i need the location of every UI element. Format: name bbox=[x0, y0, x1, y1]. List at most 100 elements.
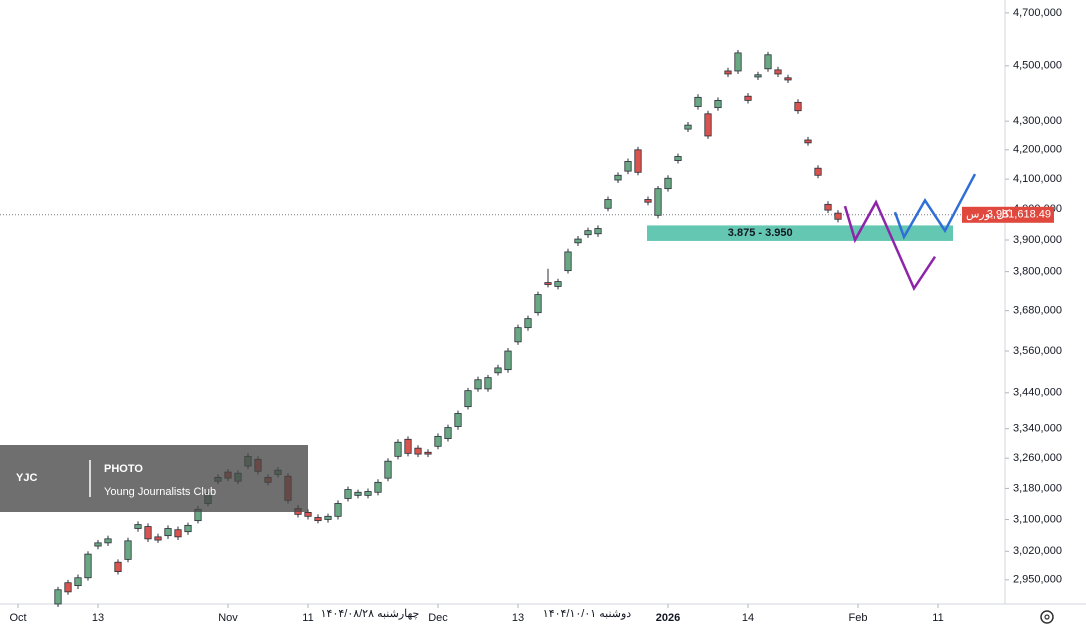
x-tick-label: Feb bbox=[849, 612, 868, 624]
y-tick-label: 3,560,000 bbox=[1013, 345, 1062, 357]
support-zone bbox=[647, 225, 953, 241]
settings-icon[interactable] bbox=[1040, 610, 1054, 624]
watermark-bg bbox=[0, 445, 308, 512]
candle-body bbox=[334, 503, 342, 517]
candle-body bbox=[74, 577, 82, 587]
y-tick-label: 3,900,000 bbox=[1013, 234, 1062, 246]
candle-body bbox=[624, 161, 632, 172]
candle-body bbox=[554, 281, 562, 287]
candle-body bbox=[524, 318, 532, 329]
candle-body bbox=[494, 367, 502, 374]
candle-body bbox=[434, 435, 442, 447]
candle-body bbox=[344, 489, 352, 499]
projection-line bbox=[843, 199, 937, 291]
candle-body bbox=[514, 327, 522, 343]
candle-body bbox=[614, 174, 622, 181]
y-tick-label: 4,200,000 bbox=[1013, 144, 1062, 156]
date-marker-bg bbox=[316, 606, 424, 622]
last-price-tag bbox=[962, 206, 1054, 223]
y-tick-label: 4,100,000 bbox=[1013, 173, 1062, 185]
x-tick-label: Oct bbox=[9, 612, 26, 624]
candle-body bbox=[124, 540, 132, 560]
y-tick-label: 3,440,000 bbox=[1013, 387, 1062, 399]
candle-body bbox=[54, 589, 62, 605]
candle-body bbox=[634, 149, 642, 173]
candle-body bbox=[664, 177, 672, 190]
candle-body bbox=[654, 188, 662, 216]
candle-body bbox=[414, 447, 422, 455]
watermark-brand: YJC bbox=[16, 472, 37, 484]
date-marker-label: چهارشنبه ۱۴۰۴/۰۸/۲۸ bbox=[321, 608, 420, 620]
candle-body bbox=[584, 230, 592, 236]
date-marker: دوشنبه ۱۴۰۴/۱۰/۰۱ bbox=[538, 606, 636, 622]
candle-body bbox=[424, 451, 432, 455]
candle-body bbox=[774, 69, 782, 75]
candle-body bbox=[724, 70, 732, 75]
support-zone-label: 3.875 - 3.950 bbox=[728, 227, 793, 239]
candle-body bbox=[734, 52, 742, 72]
candle-body bbox=[674, 156, 682, 161]
candle-body bbox=[754, 74, 762, 78]
candle-body bbox=[314, 517, 322, 522]
watermark-name: Young Journalists Club bbox=[104, 486, 216, 498]
candle-body bbox=[644, 199, 652, 203]
candle-body bbox=[354, 491, 362, 496]
x-tick-label: 13 bbox=[92, 612, 104, 624]
candle-body bbox=[384, 460, 392, 479]
candle-body bbox=[714, 99, 722, 109]
y-tick-label: 4,500,000 bbox=[1013, 60, 1062, 72]
candle-body bbox=[824, 203, 832, 211]
y-tick-label: 4,700,000 bbox=[1013, 7, 1062, 19]
date-marker: چهارشنبه ۱۴۰۴/۰۸/۲۸ bbox=[316, 606, 424, 622]
candle-body bbox=[394, 441, 402, 457]
settings-gear[interactable] bbox=[1040, 610, 1054, 624]
candle-body bbox=[764, 54, 772, 70]
candle-body bbox=[304, 512, 312, 517]
x-tick-label: Dec bbox=[428, 612, 448, 624]
candle-body bbox=[574, 238, 582, 244]
y-tick-label: 2,950,000 bbox=[1013, 574, 1062, 586]
candle-body bbox=[784, 77, 792, 81]
candle-body bbox=[454, 413, 462, 427]
candle-body bbox=[94, 542, 102, 547]
last-price-label: 3,981,618.49 bbox=[987, 209, 1051, 221]
candle-body bbox=[324, 515, 332, 520]
candle-body bbox=[164, 528, 172, 537]
candle-body bbox=[534, 294, 542, 314]
candle-body bbox=[604, 199, 612, 209]
candle-body bbox=[144, 526, 152, 540]
candle-body bbox=[504, 350, 512, 371]
x-tick-label: 11 bbox=[302, 612, 313, 624]
y-tick-label: 3,340,000 bbox=[1013, 423, 1062, 435]
date-marker-label: دوشنبه ۱۴۰۴/۱۰/۰۱ bbox=[543, 608, 632, 620]
candle-body bbox=[184, 524, 192, 533]
candle-body bbox=[374, 481, 382, 493]
candle-body bbox=[834, 212, 842, 220]
settings-hub[interactable] bbox=[1044, 614, 1050, 620]
candle-body bbox=[364, 491, 372, 496]
y-tick-label: 3,020,000 bbox=[1013, 545, 1062, 557]
candle-body bbox=[174, 529, 182, 538]
candle-body bbox=[564, 251, 572, 272]
y-tick-label: 3,100,000 bbox=[1013, 513, 1062, 525]
candle-body bbox=[64, 582, 72, 593]
candle-body bbox=[444, 427, 452, 439]
watermark-tag: PHOTO bbox=[104, 463, 143, 475]
candle-body bbox=[154, 536, 162, 541]
watermark: YJC PHOTO Young Journalists Club bbox=[0, 445, 308, 512]
y-tick-label: 3,260,000 bbox=[1013, 452, 1062, 464]
candle-body bbox=[104, 538, 112, 544]
candle-body bbox=[694, 96, 702, 107]
last-price-name: کل بورس bbox=[966, 209, 1011, 221]
x-tick-label: 13 bbox=[512, 612, 524, 624]
x-tick-label: 2026 bbox=[656, 612, 680, 624]
candle-body bbox=[464, 390, 472, 408]
x-tick-label: 14 bbox=[742, 612, 754, 624]
candle-body bbox=[814, 167, 822, 176]
y-tick-label: 3,180,000 bbox=[1013, 482, 1062, 494]
candle-body bbox=[794, 101, 802, 112]
projection-line bbox=[893, 173, 977, 240]
y-tick-label: 3,800,000 bbox=[1013, 266, 1062, 278]
